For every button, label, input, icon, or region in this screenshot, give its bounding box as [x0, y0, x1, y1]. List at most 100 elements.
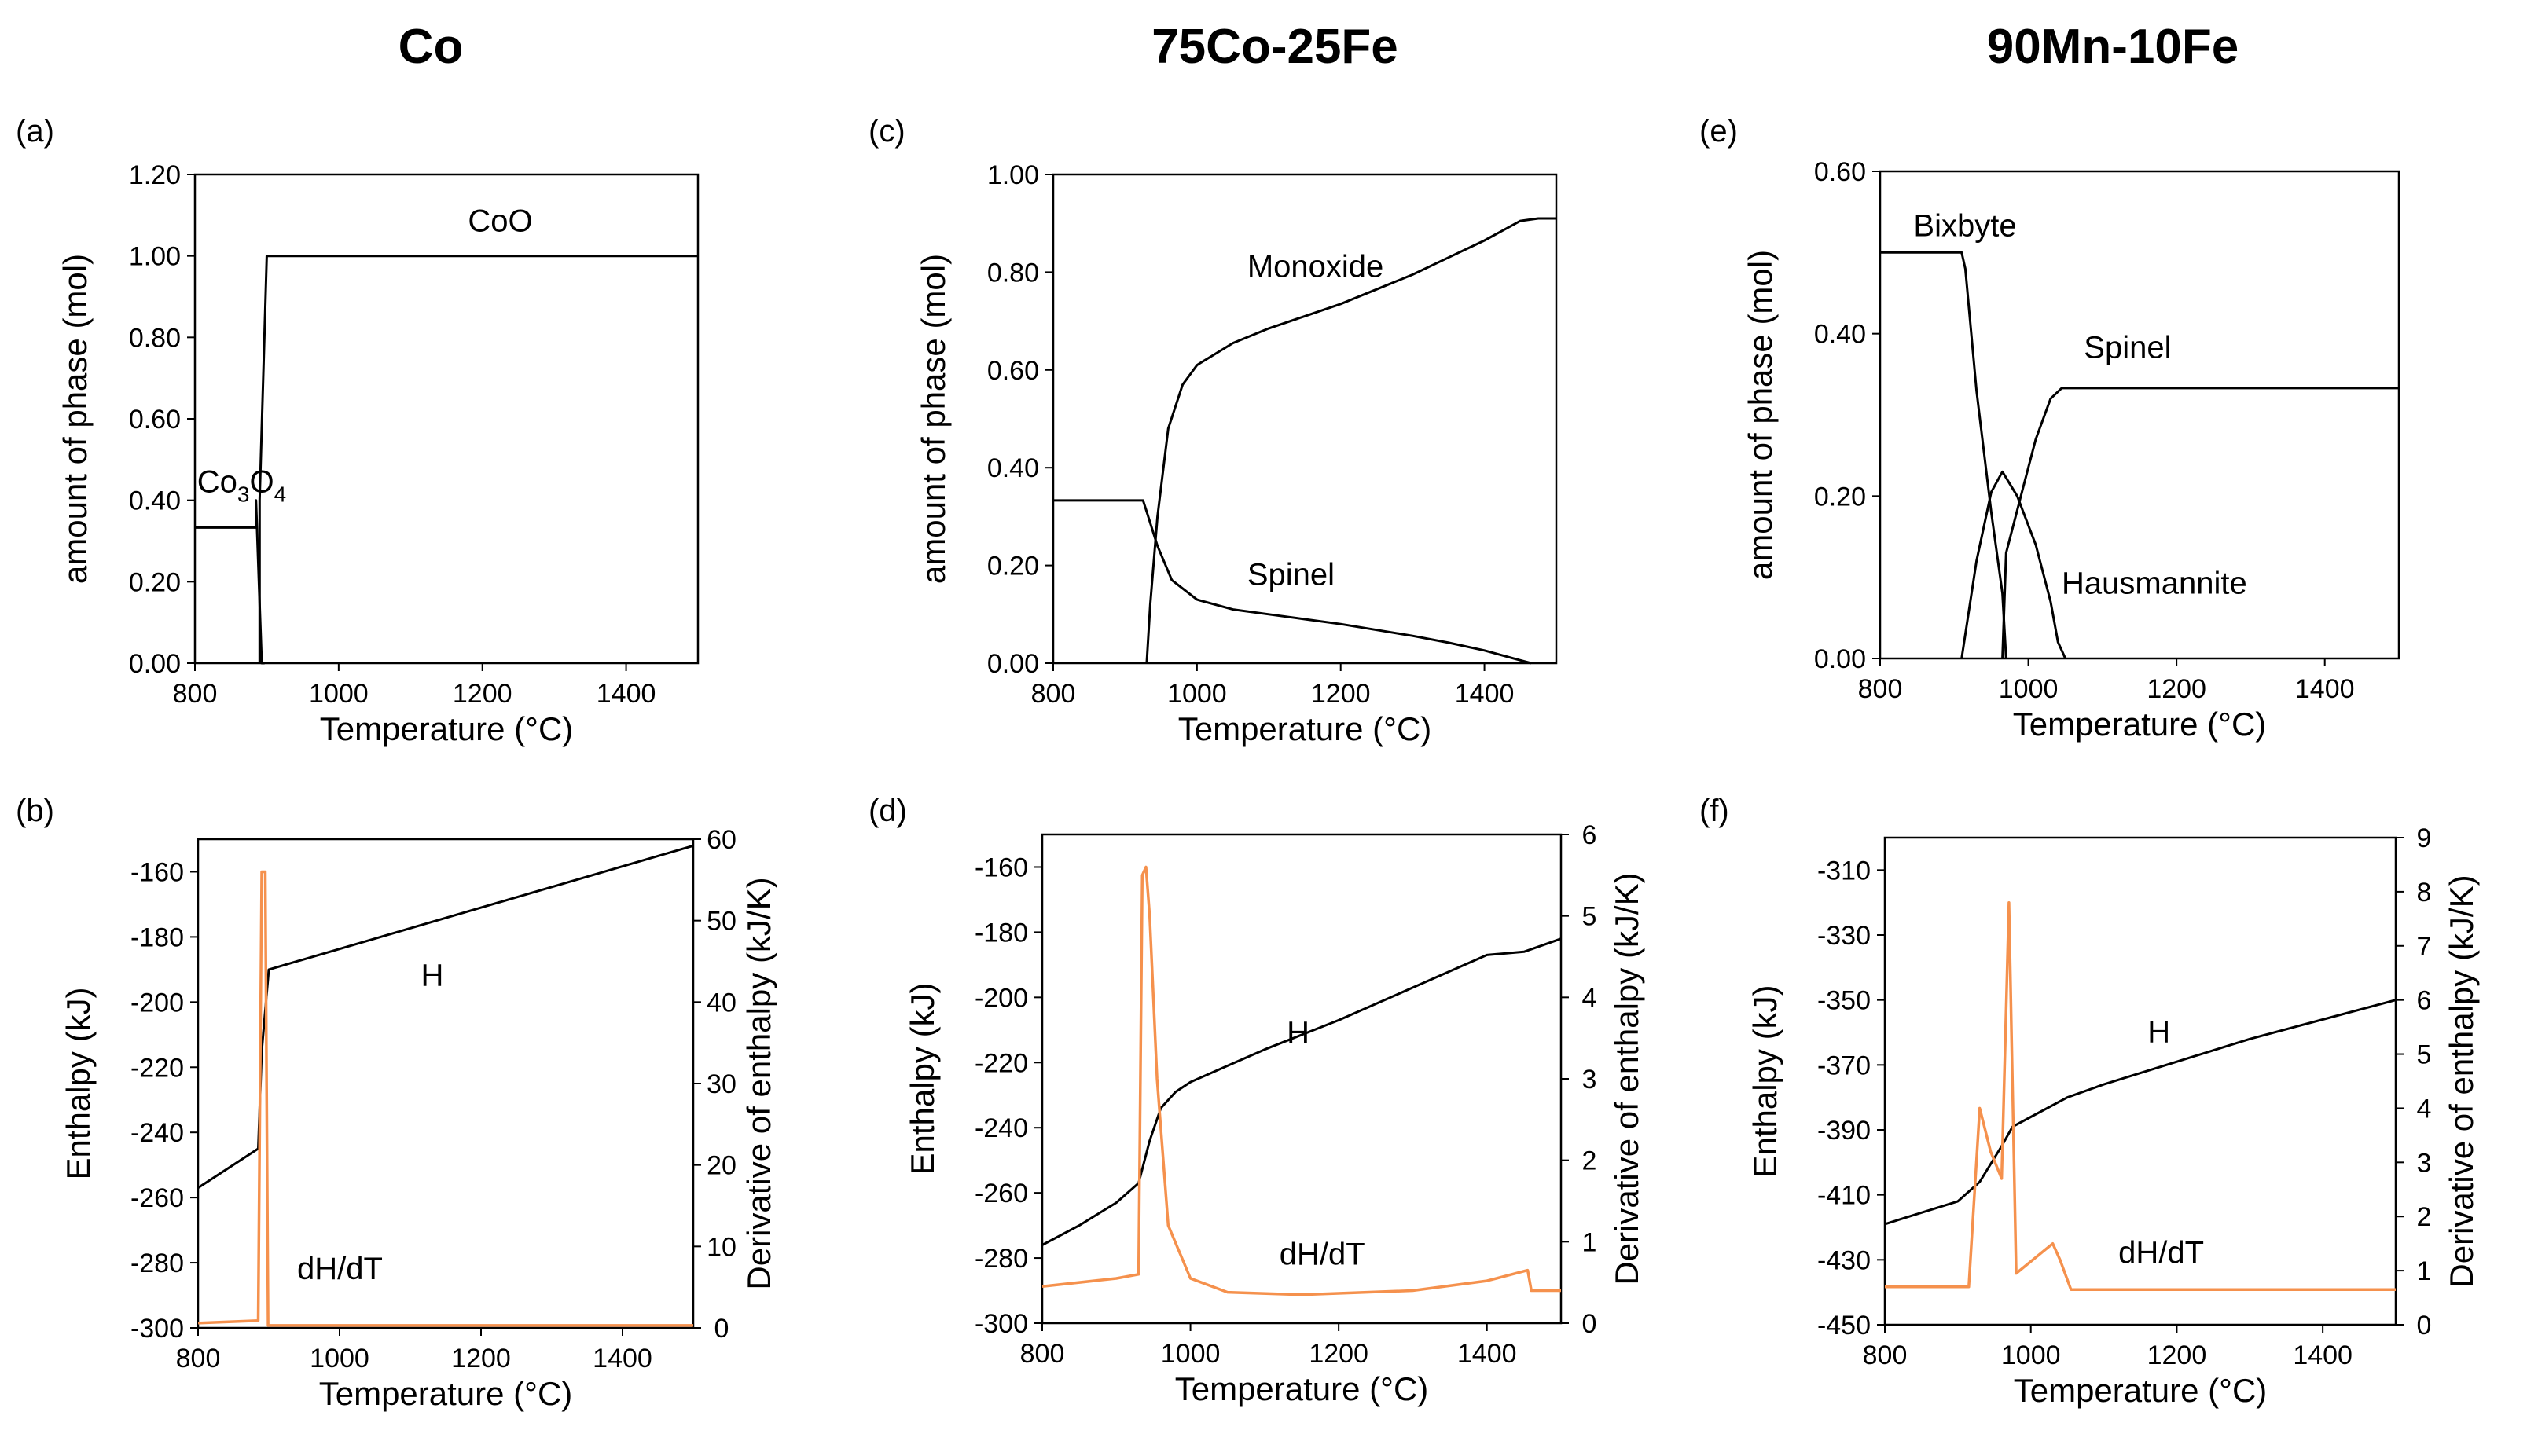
x-axis-label: Temperature (°C) — [2014, 1372, 2268, 1409]
panel-a: (a) 800 1000 1200 1400 0.00 0.20 0.40 0.60 0.80 1.… — [16, 114, 700, 747]
panel-label-d: (d) — [869, 794, 907, 828]
column-title-75co-25fe: 75Co-25Fe — [1151, 20, 1398, 74]
y-tick-label: -240 — [130, 1118, 184, 1148]
x-tick-label: 1200 — [2147, 1340, 2207, 1370]
y2-tick-label: 3 — [2417, 1148, 2432, 1178]
series-monoxide — [1145, 217, 1556, 664]
y-tick-label: -160 — [975, 853, 1028, 882]
x-axis-label: Temperature (°C) — [1178, 710, 1432, 747]
y-tick-label: 0.80 — [129, 323, 181, 353]
x-tick-label: 800 — [1858, 674, 1903, 704]
x-tick-label: 1000 — [2001, 1340, 2061, 1370]
y-tick-label: 1.20 — [129, 160, 181, 190]
y-tick-label: -370 — [1817, 1051, 1871, 1080]
y2-tick-label: 30 — [707, 1069, 736, 1099]
column-title-90mn-10fe: 90Mn-10Fe — [1987, 20, 2239, 74]
panel-e: (e) 800 1000 1200 1400 0.00 0.20 0.40 0.60 Temper… — [1699, 114, 2400, 743]
x-axis-label: Temperature (°C) — [319, 1375, 573, 1412]
y2-tick-label: 3 — [1582, 1065, 1597, 1095]
y-axis-label: amount of phase (mol) — [1742, 250, 1779, 580]
y2-tick-label: 0 — [2417, 1311, 2432, 1340]
y-axis-label: amount of phase (mol) — [915, 254, 952, 584]
y-tick-label: -180 — [130, 922, 184, 952]
y2-tick-label: 0 — [714, 1314, 729, 1344]
annotation-label: dH/dT — [1280, 1237, 1365, 1271]
y-tick-label: 1.00 — [129, 242, 181, 272]
x-tick-label: 800 — [173, 679, 218, 709]
annotation-label: Hausmannite — [2062, 566, 2247, 600]
y-tick-label: 0.00 — [1814, 644, 1866, 674]
y-tick-label: -260 — [130, 1183, 184, 1213]
y-tick-label: 0.20 — [1814, 482, 1866, 512]
annotation-label: H — [1287, 1015, 1309, 1050]
annotation-label: Spinel — [2084, 331, 2171, 365]
y-tick-label: 0.40 — [1814, 320, 1866, 350]
series-h — [1041, 937, 1562, 1246]
column-title-co: Co — [399, 20, 464, 74]
y2-axis-label: Derivative of enthalpy (kJ/K) — [1608, 872, 1645, 1285]
y2-tick-label: 50 — [707, 907, 736, 937]
x-tick-label: 1400 — [1455, 679, 1515, 709]
x-tick-label: 1200 — [453, 679, 512, 709]
y-tick-label: 0.60 — [1814, 157, 1866, 187]
y-tick-label: 0.80 — [987, 258, 1039, 288]
y-axis-label: Enthalpy (kJ) — [60, 987, 97, 1179]
x-tick-label: 1000 — [1161, 1339, 1221, 1369]
y2-tick-label: 7 — [2417, 932, 2432, 962]
x-tick-label: 1400 — [1457, 1339, 1517, 1369]
panels: (a)800 1000 1200 14000.000.200.400.600.801.… — [16, 114, 2480, 1412]
y-tick-label: 1.00 — [987, 160, 1039, 190]
y-tick-label: -280 — [130, 1249, 184, 1278]
y-axis-label: Enthalpy (kJ) — [904, 982, 941, 1175]
y-tick-label: -410 — [1817, 1181, 1871, 1211]
series-coo — [258, 255, 698, 663]
y-tick-label: -330 — [1817, 921, 1871, 951]
x-tick-label: 1000 — [1999, 674, 2059, 704]
y2-tick-label: 5 — [2417, 1040, 2432, 1070]
y-tick-label: -390 — [1817, 1116, 1871, 1146]
series-hausmannite — [1960, 470, 2067, 659]
x-tick-label: 800 — [176, 1344, 221, 1373]
x-tick-label: 1200 — [1311, 679, 1371, 709]
series-h — [1884, 999, 2397, 1226]
annotation-label: Bixbyte — [1913, 209, 2016, 244]
annotation-label: dH/dT — [2118, 1235, 2204, 1270]
y-tick-label: 0.60 — [987, 356, 1039, 386]
y-tick-label: 0.00 — [987, 649, 1039, 679]
y2-tick-label: 5 — [1582, 902, 1597, 932]
plot-frame-b — [197, 838, 695, 1329]
y-tick-label: -200 — [130, 988, 184, 1018]
plot-frame-c — [1052, 173, 1558, 665]
plot-frame-f — [1883, 836, 2397, 1326]
series-h — [197, 844, 694, 1189]
x-tick-label: 1400 — [597, 679, 656, 709]
y-tick-label: -350 — [1817, 986, 1871, 1016]
panel-label-f: (f) — [1699, 794, 1729, 828]
y2-tick-label: 40 — [707, 988, 736, 1018]
x-tick-label: 1200 — [1309, 1339, 1368, 1369]
annotation-label: Monoxide — [1247, 250, 1383, 284]
plot-frame-a — [193, 173, 700, 665]
series-dh-dt — [1885, 900, 2396, 1291]
series-co3o4 — [195, 499, 265, 665]
x-tick-label: 800 — [1863, 1340, 1908, 1370]
y-tick-label: -300 — [130, 1314, 184, 1344]
y2-tick-label: 4 — [1582, 983, 1597, 1013]
x-axis-label: Temperature (°C) — [320, 710, 574, 747]
x-tick-label: 1200 — [451, 1344, 511, 1373]
y-tick-label: -450 — [1817, 1311, 1871, 1340]
x-tick-label: 800 — [1020, 1339, 1065, 1369]
plot-frame-e — [1879, 170, 2400, 660]
y2-tick-label: 1 — [1582, 1227, 1597, 1257]
y2-axis-label: Derivative of enthalpy (kJ/K) — [740, 877, 777, 1289]
series-spinel — [1053, 499, 1532, 665]
y-tick-label: 0.00 — [129, 649, 181, 679]
y2-tick-label: 20 — [707, 1151, 736, 1181]
series-dh-dt — [197, 870, 693, 1327]
y-tick-label: -300 — [975, 1309, 1028, 1339]
series-bixbyte — [1880, 251, 2007, 659]
y-tick-label: 0.40 — [129, 486, 181, 516]
y-tick-label: -280 — [975, 1244, 1028, 1274]
y2-tick-label: 1 — [2417, 1256, 2432, 1286]
